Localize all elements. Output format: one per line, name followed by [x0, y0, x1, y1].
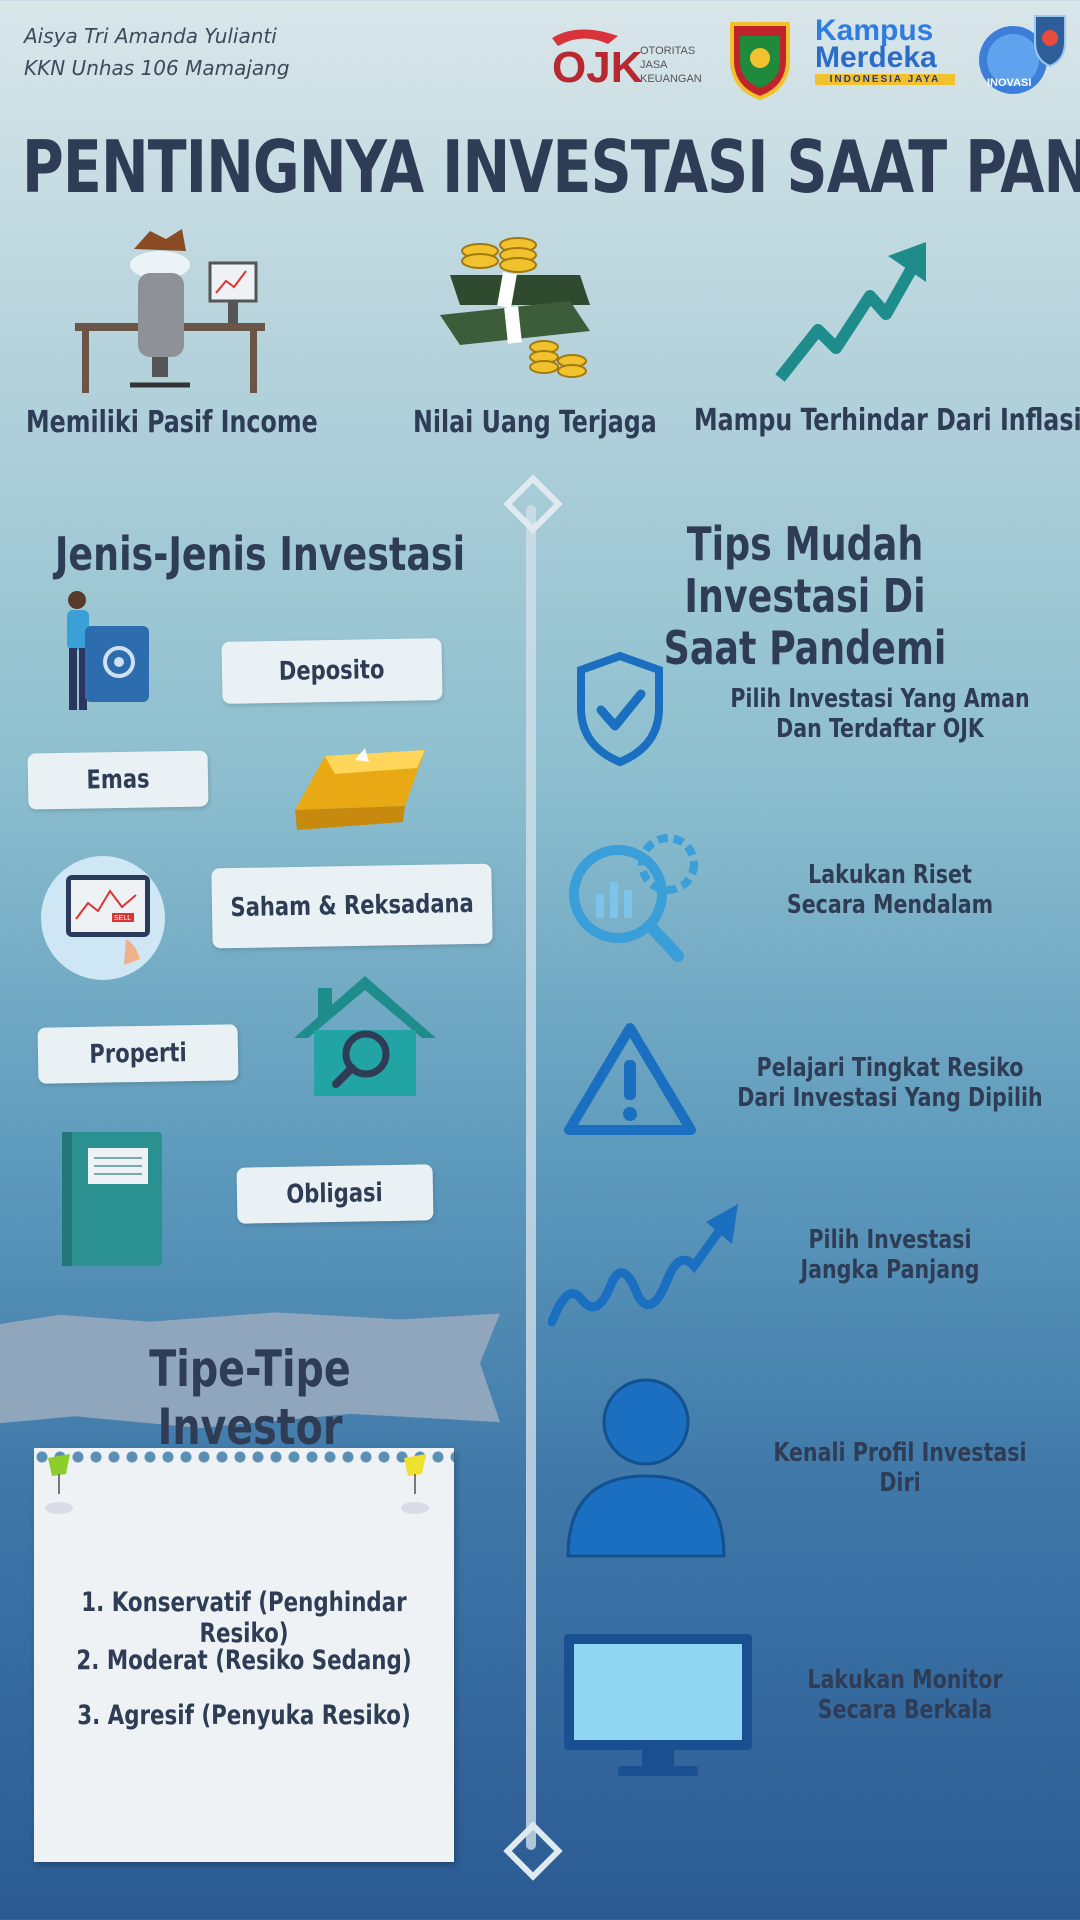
- note-binding-holes: [34, 1450, 454, 1464]
- benefit-passive-income: Memiliki Pasif Income: [26, 405, 318, 440]
- growth-arrow-icon: [770, 238, 930, 388]
- svg-text:OJK: OJK: [552, 43, 643, 88]
- tip-4: Pilih Investasi Jangka Panjang: [800, 1225, 980, 1285]
- money-stack-icon: [440, 235, 610, 385]
- svg-text:SELL: SELL: [114, 915, 131, 922]
- author-name: Aisya Tri Amanda Yulianti: [24, 24, 277, 48]
- timeline-diamond-bottom: [503, 1821, 563, 1881]
- long-term-arrow-icon: [547, 1200, 744, 1328]
- house-search-icon: [290, 968, 440, 1100]
- svg-text:INOVASI: INOVASI: [987, 77, 1031, 89]
- investor-heading: Tipe-Tipe Investor: [149, 1340, 351, 1456]
- warning-icon: [563, 1020, 697, 1138]
- shield-check-icon: [575, 650, 665, 768]
- inovasi-logo: INOVASI: [975, 12, 1075, 98]
- svg-text:KEUANGAN: KEUANGAN: [640, 73, 702, 85]
- benefit-inflation: Mampu Terhindar Dari Inflasi: [694, 403, 1080, 438]
- pill-properti: Properti: [37, 1024, 239, 1084]
- green-pushpin-icon: [44, 1450, 74, 1522]
- investor-type-2: 2. Moderat (Resiko Sedang): [76, 1645, 412, 1676]
- kampus-merdeka-logo: Kampus Merdeka INDONESIA JAYA: [815, 16, 955, 90]
- timeline-diamond-top: [503, 474, 563, 534]
- tip-6: Lakukan Monitor Secara Berkala: [807, 1665, 1003, 1725]
- tip-1: Pilih Investasi Yang Aman Dan Terdaftar O…: [730, 684, 1030, 744]
- ojk-logo: OJK OTORITAS JASA KEUANGAN: [548, 18, 718, 92]
- yellow-pushpin-icon: [400, 1450, 430, 1522]
- ojk-logo-mark: OJK OTORITAS JASA KEUANGAN: [552, 29, 702, 92]
- tip-2: Lakukan Riset Secara Mendalam: [786, 860, 994, 920]
- investor-note-card: [34, 1448, 454, 1862]
- tips-heading: Tips Mudah Investasi Di Saat Pandemi: [589, 518, 1020, 674]
- pill-saham: Saham & Reksadana: [211, 863, 493, 949]
- unhas-logo: [722, 14, 798, 101]
- benefit-money-value: Nilai Uang Terjaga: [413, 405, 657, 440]
- jenis-heading: Jenis-Jenis Investasi: [54, 527, 466, 581]
- heading-tape: [0, 1312, 500, 1428]
- tip-5: Kenali Profil Investasi Diri: [773, 1438, 1027, 1498]
- person-at-desk-icon: [70, 225, 270, 400]
- tip-3: Pelajari Tingkat Resiko Dari Investasi Ya…: [737, 1053, 1043, 1113]
- page-title: PENTINGNYA INVESTASI SAAT PANDEMI: [22, 125, 1080, 209]
- user-profile-icon: [564, 1376, 728, 1558]
- svg-text:OTORITAS: OTORITAS: [640, 45, 695, 57]
- pill-deposito: Deposito: [221, 638, 443, 704]
- tips-heading-line-1: Tips Mudah Investasi Di: [684, 517, 926, 623]
- pill-emas: Emas: [27, 750, 209, 810]
- investor-type-3: 3. Agresif (Penyuka Resiko): [77, 1700, 411, 1731]
- timeline-line: [526, 505, 536, 1850]
- author-credit: Aisya Tri Amanda Yulianti KKN Unhas 106 …: [24, 20, 290, 84]
- safe-icon: [55, 588, 155, 718]
- svg-text:JASA: JASA: [640, 59, 668, 71]
- investor-type-1: 1. Konservatif (Penghindar Resiko): [81, 1587, 407, 1649]
- author-org: KKN Unhas 106 Mamajang: [24, 56, 290, 80]
- gold-bar-icon: [285, 740, 435, 840]
- stock-tablet-icon: SELL: [40, 855, 166, 981]
- tips-heading-line-2: Saat Pandemi: [663, 621, 947, 675]
- research-magnifier-icon: [560, 824, 710, 964]
- notebook-icon: [58, 1130, 166, 1268]
- pill-obligasi: Obligasi: [236, 1164, 434, 1224]
- monitor-icon: [560, 1630, 756, 1782]
